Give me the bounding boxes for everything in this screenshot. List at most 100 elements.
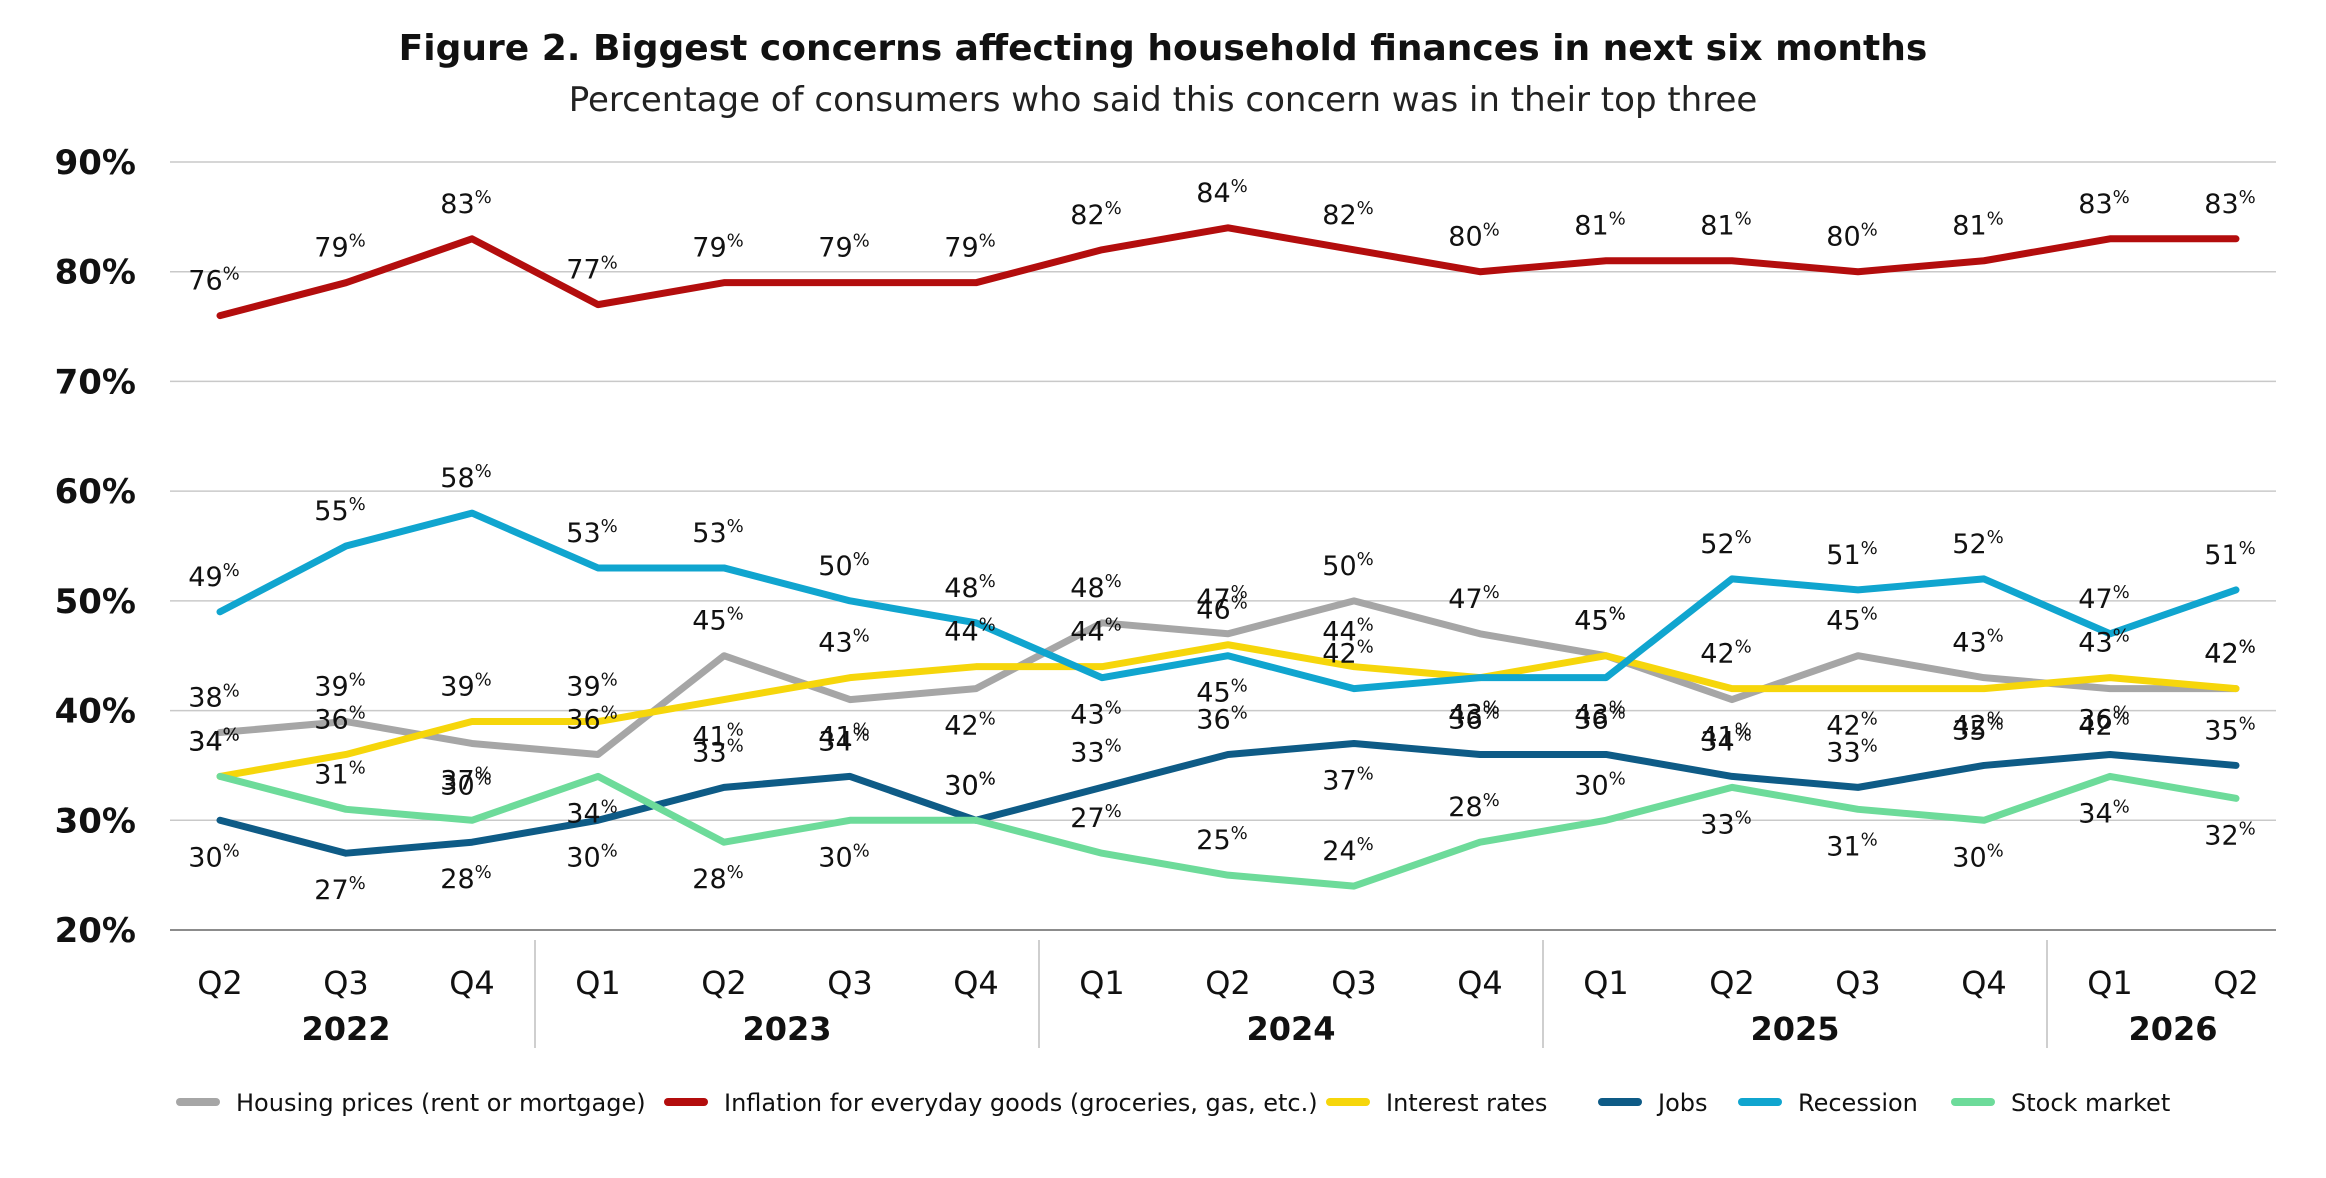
y-tick-label: 60% — [55, 472, 136, 512]
data-label: 34% — [2078, 796, 2129, 829]
data-label: 47% — [1448, 582, 1499, 615]
data-label: 31% — [1826, 829, 1877, 862]
x-tick-label: Q4 — [1457, 964, 1503, 1002]
x-tick-label: Q2 — [1205, 964, 1251, 1002]
data-label: 55% — [314, 494, 365, 527]
x-tick-label: Q1 — [1583, 964, 1629, 1002]
data-label: 34% — [566, 796, 617, 829]
data-label: 36% — [314, 702, 365, 735]
data-label: 45% — [1574, 604, 1625, 637]
x-tick-label: Q3 — [827, 964, 873, 1002]
legend-label: Housing prices (rent or mortgage) — [236, 1089, 646, 1117]
y-tick-label: 80% — [55, 253, 136, 293]
data-label: 37% — [1322, 763, 1373, 796]
year-label: 2025 — [1750, 1010, 1839, 1048]
data-label: 47% — [1196, 582, 1247, 615]
data-label: 28% — [1448, 790, 1499, 823]
y-tick-label: 90% — [55, 143, 136, 183]
data-label: 45% — [1574, 604, 1625, 637]
data-label: 30% — [188, 840, 239, 873]
chart-subtitle: Percentage of consumers who said this co… — [568, 80, 1758, 120]
data-label: 33% — [1826, 735, 1877, 768]
data-label: 36% — [566, 702, 617, 735]
year-label: 2026 — [2128, 1010, 2217, 1048]
series-line-3 — [216, 739, 2240, 857]
data-label: 44% — [1070, 615, 1121, 648]
data-label: 82% — [1070, 198, 1121, 231]
data-label: 81% — [1952, 209, 2003, 242]
data-label: 42% — [1826, 709, 1877, 742]
x-tick-label: Q4 — [953, 964, 999, 1002]
data-label: 44% — [1322, 615, 1373, 648]
data-label: 50% — [1322, 549, 1373, 582]
data-label: 42% — [1952, 709, 2003, 742]
data-label: 30% — [944, 768, 995, 801]
data-label: 80% — [1448, 220, 1499, 253]
data-label: 31% — [314, 757, 365, 790]
legend-label: Jobs — [1656, 1089, 1708, 1117]
data-label: 83% — [2204, 187, 2255, 220]
year-label: 2022 — [301, 1010, 390, 1048]
data-label: 52% — [1952, 527, 2003, 560]
x-tick-label: Q2 — [2213, 964, 2259, 1002]
data-label: 84% — [1196, 176, 1247, 209]
data-label: 44% — [944, 615, 995, 648]
data-label: 43% — [2078, 626, 2129, 659]
year-label: 2024 — [1246, 1010, 1335, 1048]
data-label: 82% — [1322, 198, 1373, 231]
data-label: 41% — [692, 720, 743, 753]
data-label: 43% — [1448, 698, 1499, 731]
data-label: 81% — [1574, 209, 1625, 242]
data-label: 83% — [2078, 187, 2129, 220]
legend-label: Inflation for everyday goods (groceries,… — [724, 1089, 1318, 1117]
data-label: 24% — [1322, 834, 1373, 867]
x-tick-label: Q3 — [1331, 964, 1377, 1002]
data-label: 37% — [440, 763, 491, 796]
data-label: 39% — [440, 670, 491, 703]
data-label: 30% — [1574, 768, 1625, 801]
data-label: 41% — [818, 720, 869, 753]
data-label: 51% — [2204, 538, 2255, 571]
data-label: 39% — [566, 670, 617, 703]
data-label: 30% — [818, 840, 869, 873]
data-label: 77% — [566, 253, 617, 286]
data-label: 43% — [818, 626, 869, 659]
legend-label: Interest rates — [1386, 1089, 1547, 1117]
data-label: 79% — [818, 231, 869, 264]
x-tick-label: Q1 — [1079, 964, 1125, 1002]
data-label: 53% — [566, 516, 617, 549]
legend-label: Recession — [1798, 1089, 1918, 1117]
data-label: 33% — [692, 735, 743, 768]
data-label: 45% — [692, 604, 743, 637]
x-tick-label: Q3 — [1835, 964, 1881, 1002]
data-label: 49% — [188, 560, 239, 593]
series-line-0 — [216, 597, 2240, 758]
chart-title: Figure 2. Biggest concerns affecting hou… — [398, 28, 1928, 69]
series-line-1 — [216, 224, 2240, 320]
data-label: 27% — [1070, 801, 1121, 834]
data-label: 42% — [1322, 637, 1373, 670]
data-label: 30% — [440, 768, 491, 801]
x-tick-label: Q1 — [2087, 964, 2133, 1002]
data-label: 48% — [1070, 571, 1121, 604]
data-label: 43% — [1070, 698, 1121, 731]
data-label: 47% — [2078, 582, 2129, 615]
series-line-4 — [216, 509, 2240, 693]
data-label: 53% — [692, 516, 743, 549]
data-label: 42% — [944, 709, 995, 742]
data-label: 76% — [188, 264, 239, 297]
data-label: 36% — [2078, 702, 2129, 735]
data-label: 43% — [1952, 626, 2003, 659]
x-tick-label: Q2 — [701, 964, 747, 1002]
data-label: 33% — [1070, 735, 1121, 768]
legend-label: Stock market — [2011, 1089, 2170, 1117]
data-label: 45% — [1826, 604, 1877, 637]
data-label: 36% — [1196, 702, 1247, 735]
y-tick-label: 70% — [55, 362, 136, 402]
data-label: 79% — [944, 231, 995, 264]
data-label: 28% — [692, 862, 743, 895]
data-label: 32% — [2204, 818, 2255, 851]
x-tick-label: Q1 — [575, 964, 621, 1002]
data-label: 43% — [1574, 698, 1625, 731]
data-label: 30% — [944, 768, 995, 801]
